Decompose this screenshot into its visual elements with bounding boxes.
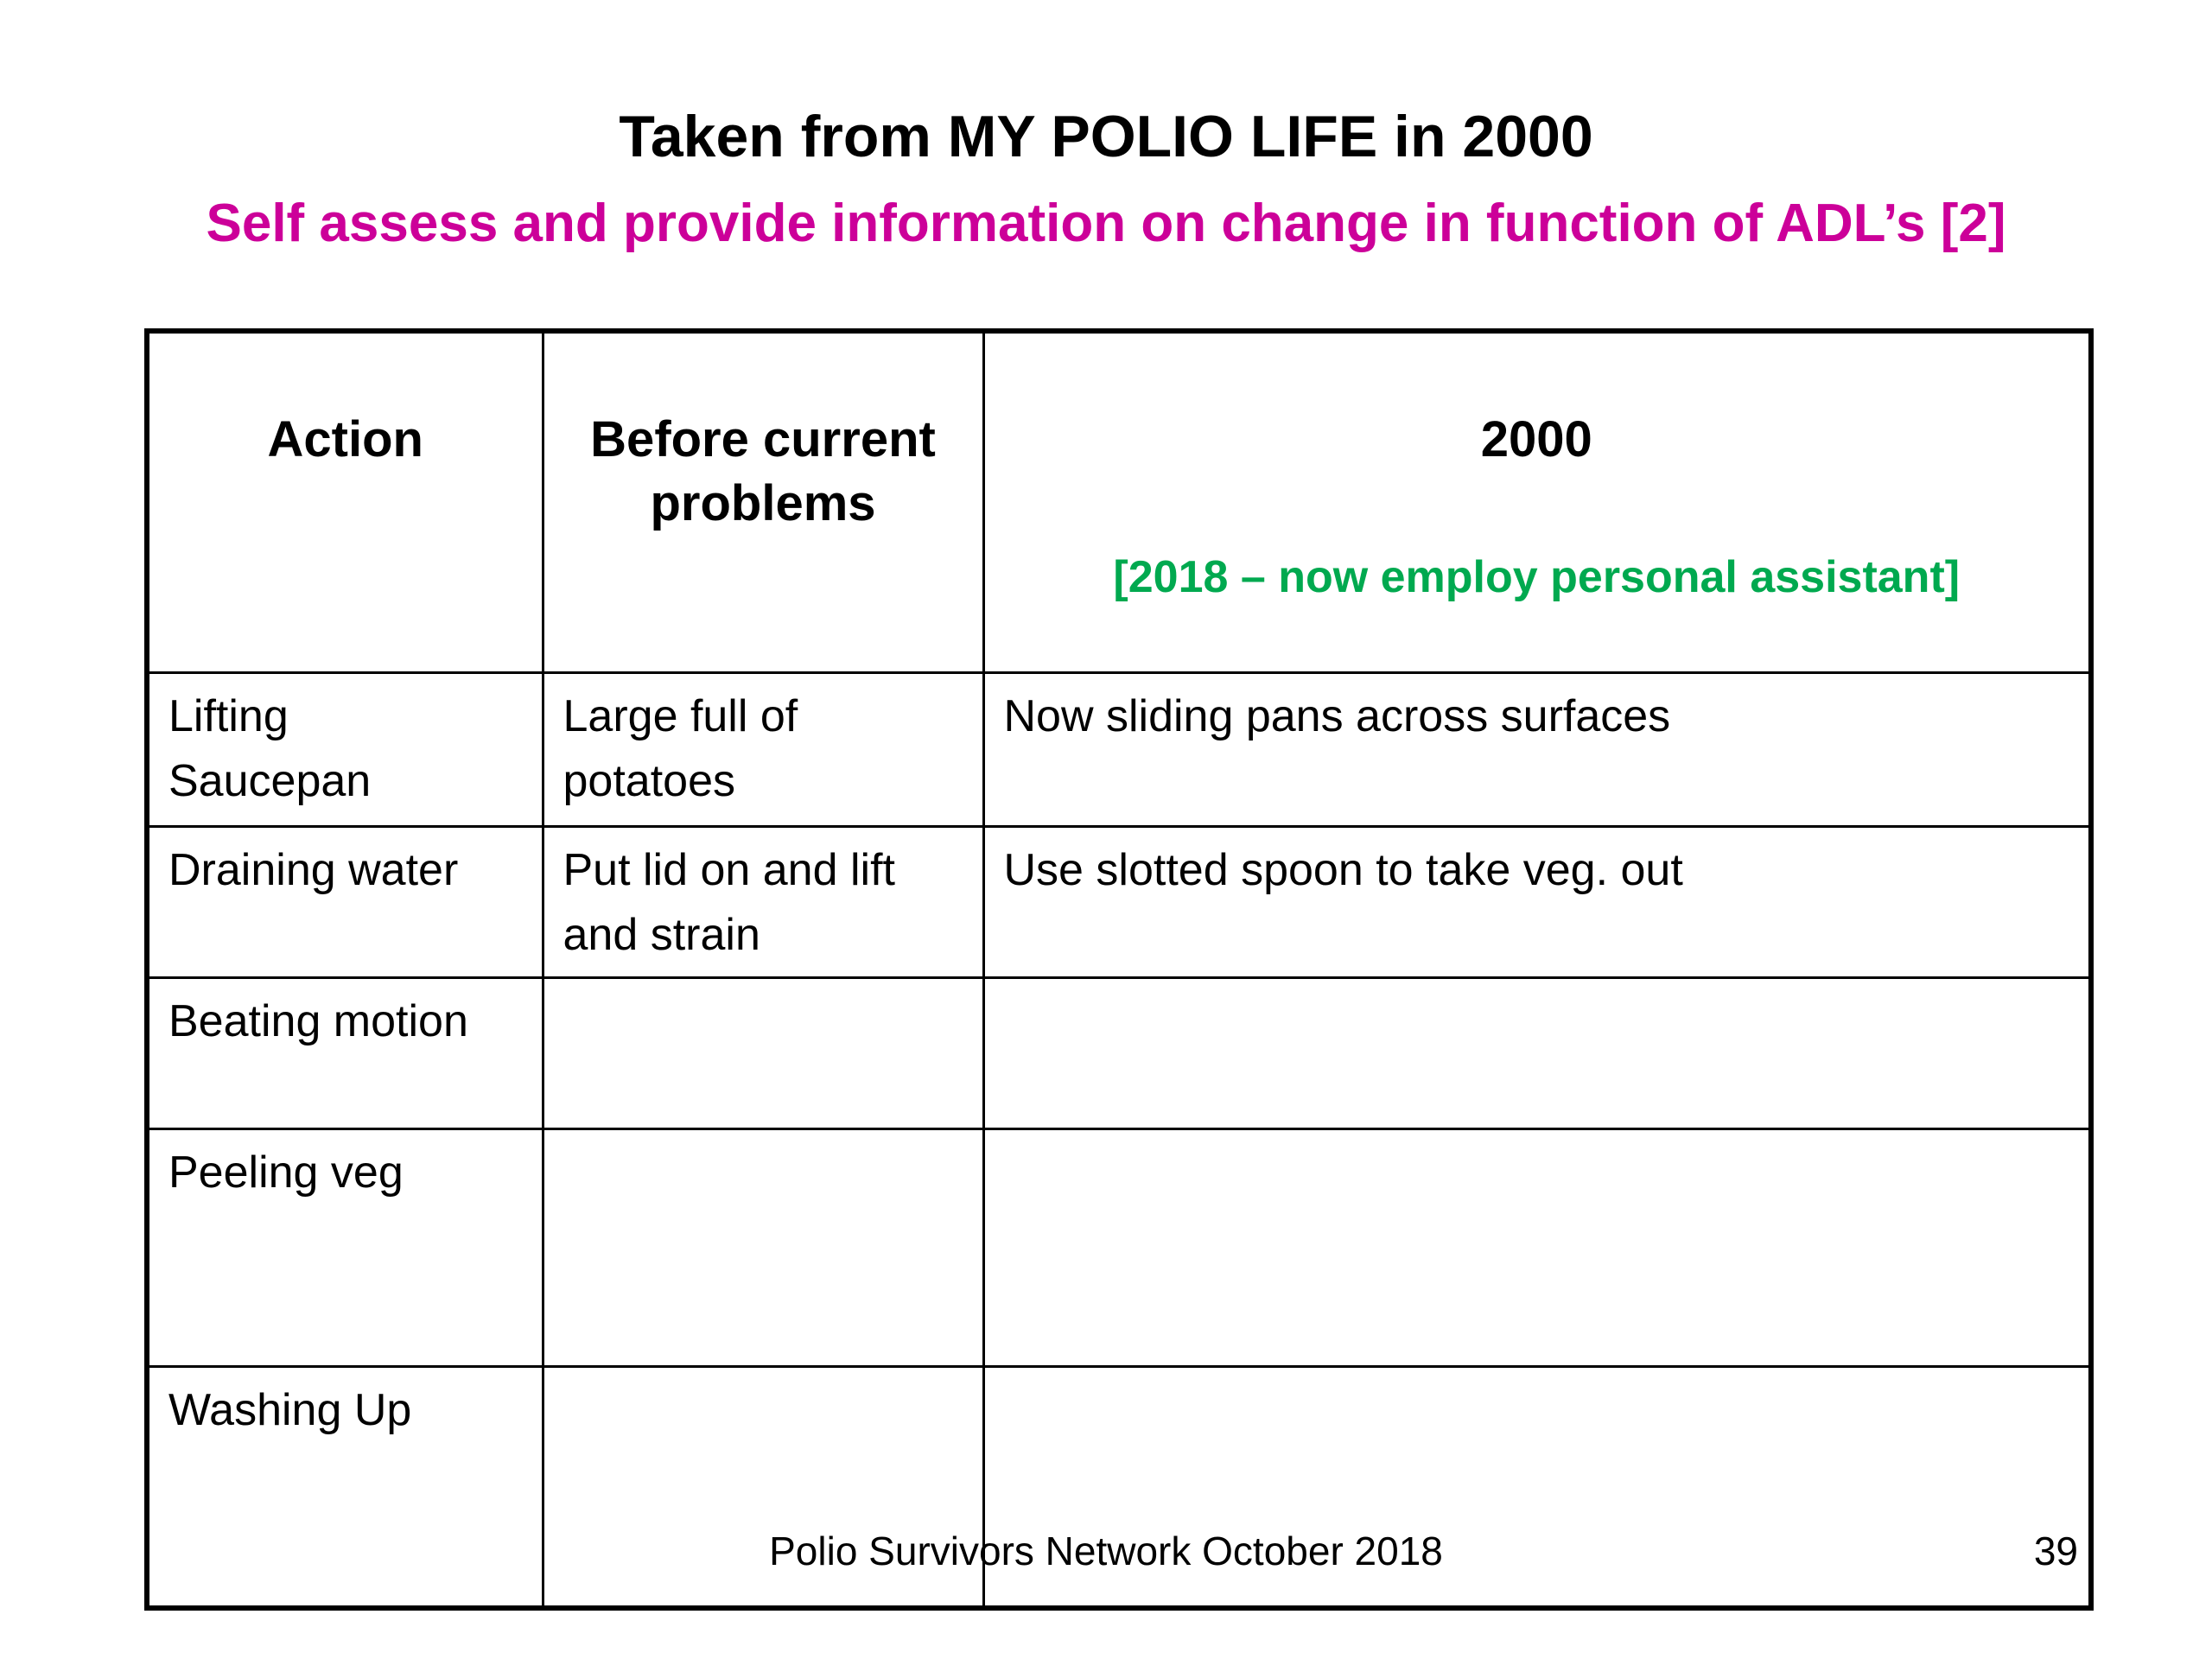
column-header-2000-label: 2000 [1480,411,1592,468]
table-row: Washing Up [145,1364,2093,1610]
cell-before [541,976,985,1130]
cell-action: Washing Up [145,1364,544,1610]
cell-now [982,1364,2093,1610]
table-row: Lifting Saucepan Large full of potatoes … [145,671,2093,828]
column-header-action-label: Action [267,411,423,468]
page-number: 39 [2033,1529,2078,1573]
cell-action: Lifting Saucepan [145,671,544,828]
slide-footer: Polio Survivors Network October 2018 [0,1528,2212,1575]
slide-subtitle: Self assess and provide information on c… [206,194,2006,253]
cell-before: Large full of potatoes [541,671,985,828]
adl-function-table: Action Before current problems 2000 [201… [144,328,2094,1611]
cell-now [982,976,2093,1130]
cell-action: Peeling veg [145,1127,544,1368]
table-header-row: Action Before current problems 2000 [201… [145,329,2093,674]
table-row: Draining water Put lid on and lift and s… [145,824,2093,979]
cell-now: Use slotted spoon to take veg. out [982,824,2093,979]
cell-now: Now sliding pans across surfaces [982,671,2093,828]
column-header-2000: 2000 [2018 – now employ personal assista… [982,329,2093,674]
table-row: Peeling veg [145,1127,2093,1368]
column-header-before: Before current problems [541,329,985,674]
slide-title: Taken from MY POLIO LIFE in 2000 [619,104,1593,169]
cell-action: Beating motion [145,976,544,1130]
cell-before [541,1127,985,1368]
table-row: Beating motion [145,976,2093,1130]
cell-now [982,1127,2093,1368]
cell-before: Put lid on and lift and strain [541,824,985,979]
footer-text: Polio Survivors Network October 2018 [769,1529,1443,1573]
cell-before [541,1364,985,1610]
column-header-action: Action [145,329,544,674]
column-header-before-label: Before current problems [590,411,936,532]
cell-action: Draining water [145,824,544,979]
column-header-2018-note: [2018 – now employ personal assistant] [1113,551,1961,602]
